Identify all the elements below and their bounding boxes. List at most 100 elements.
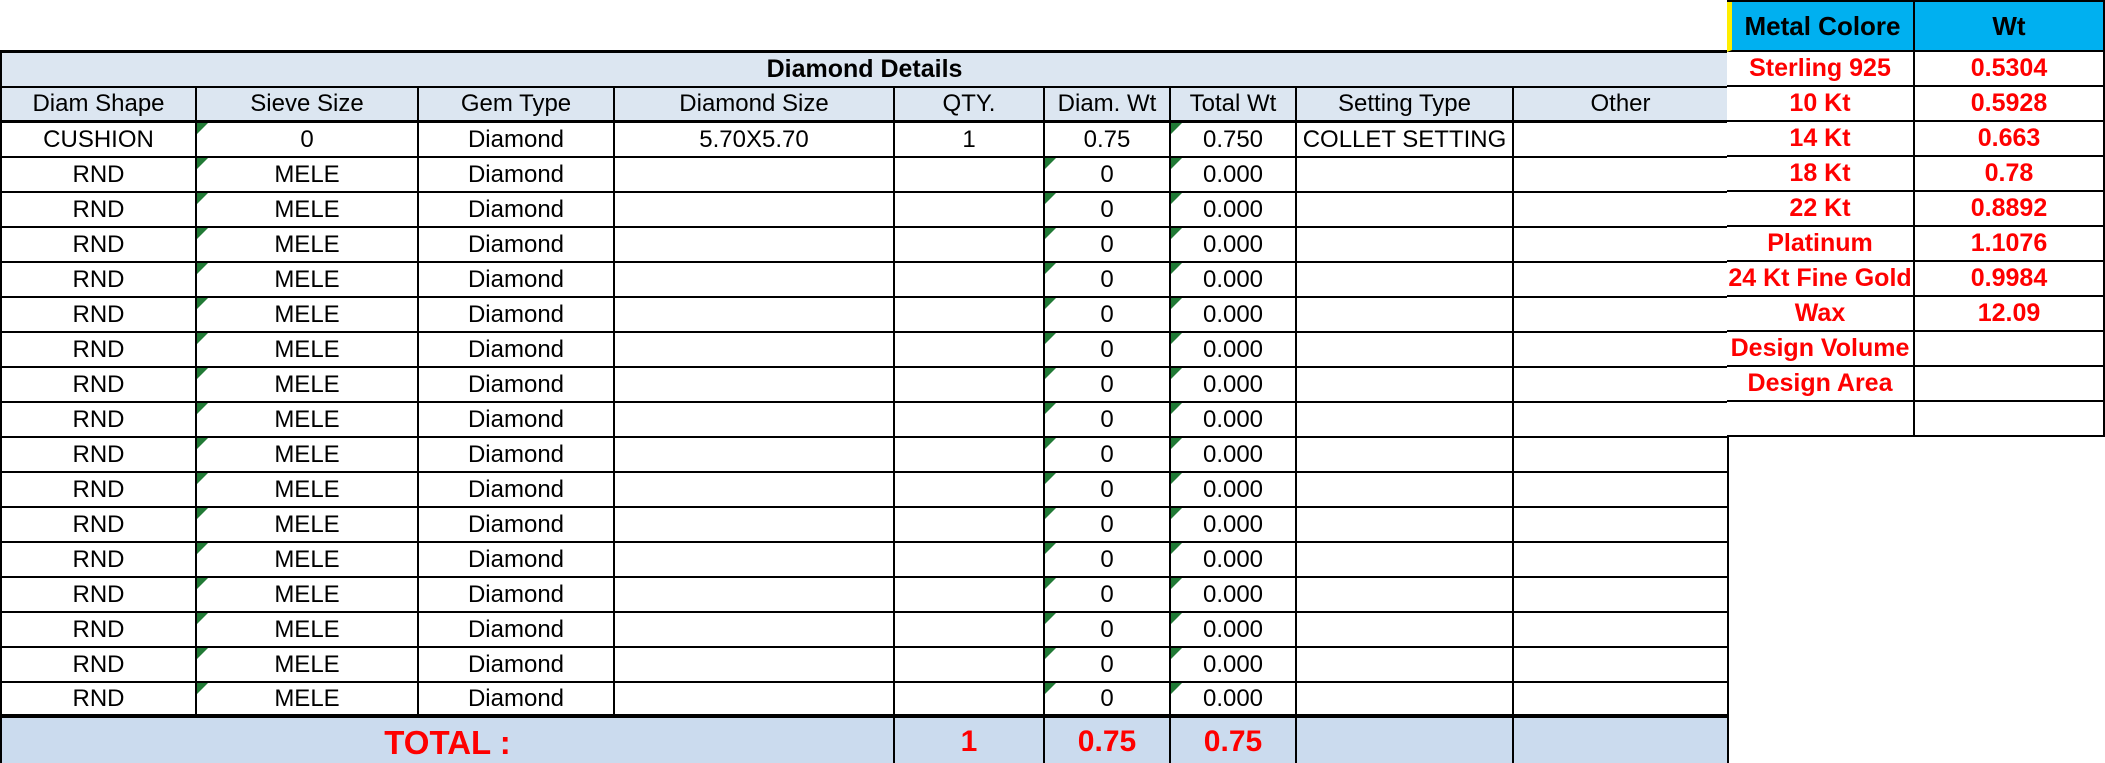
cell-sieve-size[interactable]: MELE [197,508,419,543]
cell-diamond-size[interactable] [615,228,895,263]
cell-total-wt[interactable]: 0.000 [1171,333,1297,368]
cell-setting-type[interactable] [1297,228,1514,263]
column-header-cell[interactable]: Setting Type [1297,88,1514,123]
cell-gem-type[interactable]: Diamond [419,333,615,368]
cell-qty[interactable] [895,613,1045,648]
cell-qty[interactable] [895,158,1045,193]
cell-diamond-size[interactable]: 5.70X5.70 [615,123,895,158]
cell-qty[interactable] [895,508,1045,543]
cell-setting-type[interactable] [1297,508,1514,543]
cell-diam-shape[interactable]: CUSHION [2,123,197,158]
cell-qty[interactable] [895,543,1045,578]
cell-gem-type[interactable]: Diamond [419,473,615,508]
cell-setting-type[interactable] [1297,438,1514,473]
cell-qty[interactable] [895,263,1045,298]
cell-setting-type[interactable] [1297,648,1514,683]
cell-qty[interactable] [895,648,1045,683]
cell-diam-wt[interactable]: 0 [1045,648,1171,683]
cell-diam-wt[interactable]: 0 [1045,683,1171,718]
cell-diam-wt[interactable]: 0 [1045,368,1171,403]
cell-metal-wt[interactable]: 0.78 [1915,157,2105,192]
cell-diam-shape[interactable]: RND [2,333,197,368]
cell-diamond-size[interactable] [615,648,895,683]
cell-other[interactable] [1514,508,1729,543]
column-header-cell[interactable]: Diam Shape [2,88,197,123]
cell-setting-type[interactable] [1297,263,1514,298]
cell-sieve-size[interactable]: MELE [197,333,419,368]
column-header-cell[interactable]: Gem Type [419,88,615,123]
cell-sieve-size[interactable]: MELE [197,263,419,298]
cell-total-wt[interactable]: 0.000 [1171,438,1297,473]
cell-sieve-size[interactable]: MELE [197,228,419,263]
cell-other[interactable] [1514,578,1729,613]
cell-metal-wt[interactable]: 0.5928 [1915,87,2105,122]
cell-diamond-size[interactable] [615,368,895,403]
cell-setting-type[interactable] [1297,298,1514,333]
cell-setting-type[interactable]: COLLET SETTING [1297,123,1514,158]
cell-diam-shape[interactable]: RND [2,263,197,298]
cell-diam-wt[interactable]: 0 [1045,613,1171,648]
cell-other[interactable] [1514,333,1729,368]
total-qty-cell[interactable]: 1 [895,718,1045,763]
cell-sieve-size[interactable]: MELE [197,193,419,228]
cell-other[interactable] [1514,263,1729,298]
cell-setting-type[interactable] [1297,543,1514,578]
cell-sieve-size[interactable]: MELE [197,578,419,613]
cell-other[interactable] [1514,473,1729,508]
cell-other[interactable] [1514,543,1729,578]
cell-other[interactable] [1514,158,1729,193]
cell-metal-wt[interactable]: 0.9984 [1915,262,2105,297]
cell-gem-type[interactable]: Diamond [419,438,615,473]
cell-metal-wt[interactable]: 12.09 [1915,297,2105,332]
cell-total-wt[interactable]: 0.000 [1171,368,1297,403]
cell-diam-shape[interactable]: RND [2,403,197,438]
cell-other[interactable] [1514,228,1729,263]
cell-diam-shape[interactable]: RND [2,543,197,578]
cell-metal-wt[interactable]: 1.1076 [1915,227,2105,262]
cell-setting-type[interactable] [1297,613,1514,648]
cell-qty[interactable] [895,228,1045,263]
cell-total-wt[interactable]: 0.000 [1171,648,1297,683]
cell-metal-name[interactable]: Design Area [1727,367,1915,402]
metal-colore-header-cell[interactable]: Metal Colore [1727,2,1915,52]
cell-qty[interactable] [895,368,1045,403]
cell-diam-wt[interactable]: 0 [1045,298,1171,333]
column-header-cell[interactable]: Sieve Size [197,88,419,123]
cell-diam-shape[interactable]: RND [2,508,197,543]
cell-setting-type[interactable] [1297,193,1514,228]
cell-diam-shape[interactable]: RND [2,193,197,228]
cell-gem-type[interactable]: Diamond [419,508,615,543]
cell-diam-wt[interactable]: 0 [1045,403,1171,438]
cell-other[interactable] [1514,403,1729,438]
cell-setting-type[interactable] [1297,578,1514,613]
cell-metal-wt[interactable] [1915,367,2105,402]
cell-total-wt[interactable]: 0.000 [1171,263,1297,298]
cell-sieve-size[interactable]: MELE [197,158,419,193]
cell-metal-wt[interactable]: 0.663 [1915,122,2105,157]
cell-setting-type[interactable] [1297,158,1514,193]
cell-diam-shape[interactable]: RND [2,683,197,718]
cell-other[interactable] [1514,613,1729,648]
cell-diam-wt[interactable]: 0 [1045,438,1171,473]
cell-sieve-size[interactable]: MELE [197,543,419,578]
cell-gem-type[interactable]: Diamond [419,368,615,403]
cell-gem-type[interactable]: Diamond [419,578,615,613]
cell-diamond-size[interactable] [615,298,895,333]
cell-metal-name[interactable]: 14 Kt [1727,122,1915,157]
cell-other[interactable] [1514,683,1729,718]
cell-other[interactable] [1514,438,1729,473]
cell-diam-wt[interactable]: 0 [1045,578,1171,613]
cell-metal-name[interactable]: 22 Kt [1727,192,1915,227]
column-header-cell[interactable]: Total Wt [1171,88,1297,123]
cell-metal-wt[interactable] [1915,332,2105,367]
cell-sieve-size[interactable]: MELE [197,368,419,403]
cell-total-wt[interactable]: 0.000 [1171,683,1297,718]
cell-metal-wt[interactable]: 0.8892 [1915,192,2105,227]
cell-diam-shape[interactable]: RND [2,578,197,613]
cell-metal-name[interactable]: 10 Kt [1727,87,1915,122]
cell-qty[interactable] [895,403,1045,438]
cell-total-wt[interactable]: 0.000 [1171,508,1297,543]
cell-gem-type[interactable]: Diamond [419,683,615,718]
cell-other[interactable] [1514,368,1729,403]
wt-header-cell[interactable]: Wt [1915,2,2105,52]
